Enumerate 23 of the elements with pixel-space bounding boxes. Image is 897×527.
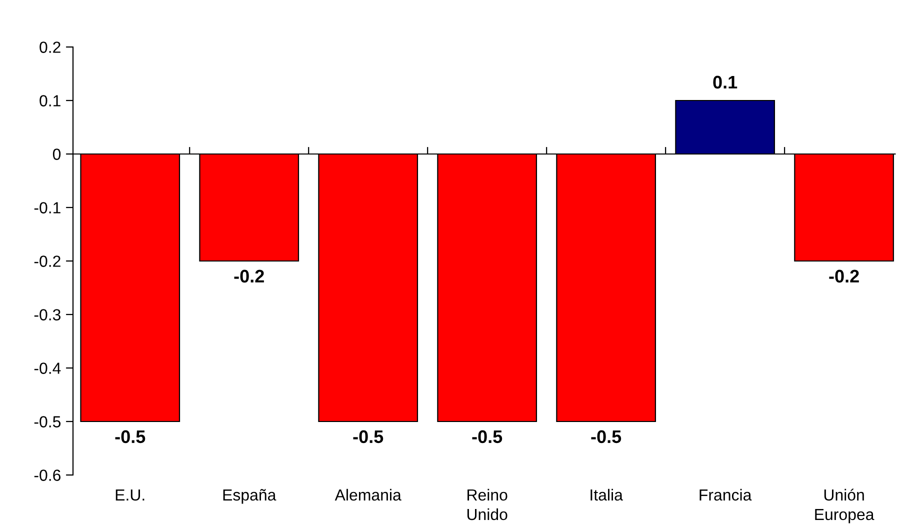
y-tick-label: -0.3 [34,309,60,320]
data-label: -0.5 [115,430,146,444]
y-tick-label: -0.6 [34,470,60,481]
y-tick-label: 0.1 [40,95,60,106]
x-tick-label: España [223,489,276,504]
data-label: -0.2 [234,270,264,283]
data-label: 0.1 [713,76,738,89]
y-tick-label: 0 [52,148,61,160]
x-tick-label: Unión Europea [815,488,874,524]
x-tick-label: Reino Unido [467,488,508,520]
x-tick-label: Italia [590,488,623,501]
x-tick-label: Francia [700,488,752,501]
data-label: -0.2 [829,270,859,283]
data-label: -0.5 [472,430,502,444]
x-tick-label: E.U. [116,489,144,501]
y-tick-label: -0.2 [34,256,60,267]
x-tick-label: Alemania [334,488,402,501]
y-tick-label: -0.1 [34,202,60,214]
y-tick-label: -0.5 [34,416,61,428]
y-tick-label: -0.4 [34,362,61,374]
data-label: -0.5 [591,430,622,444]
data-label: -0.5 [353,430,384,444]
y-tick-label: 0.2 [40,42,60,53]
